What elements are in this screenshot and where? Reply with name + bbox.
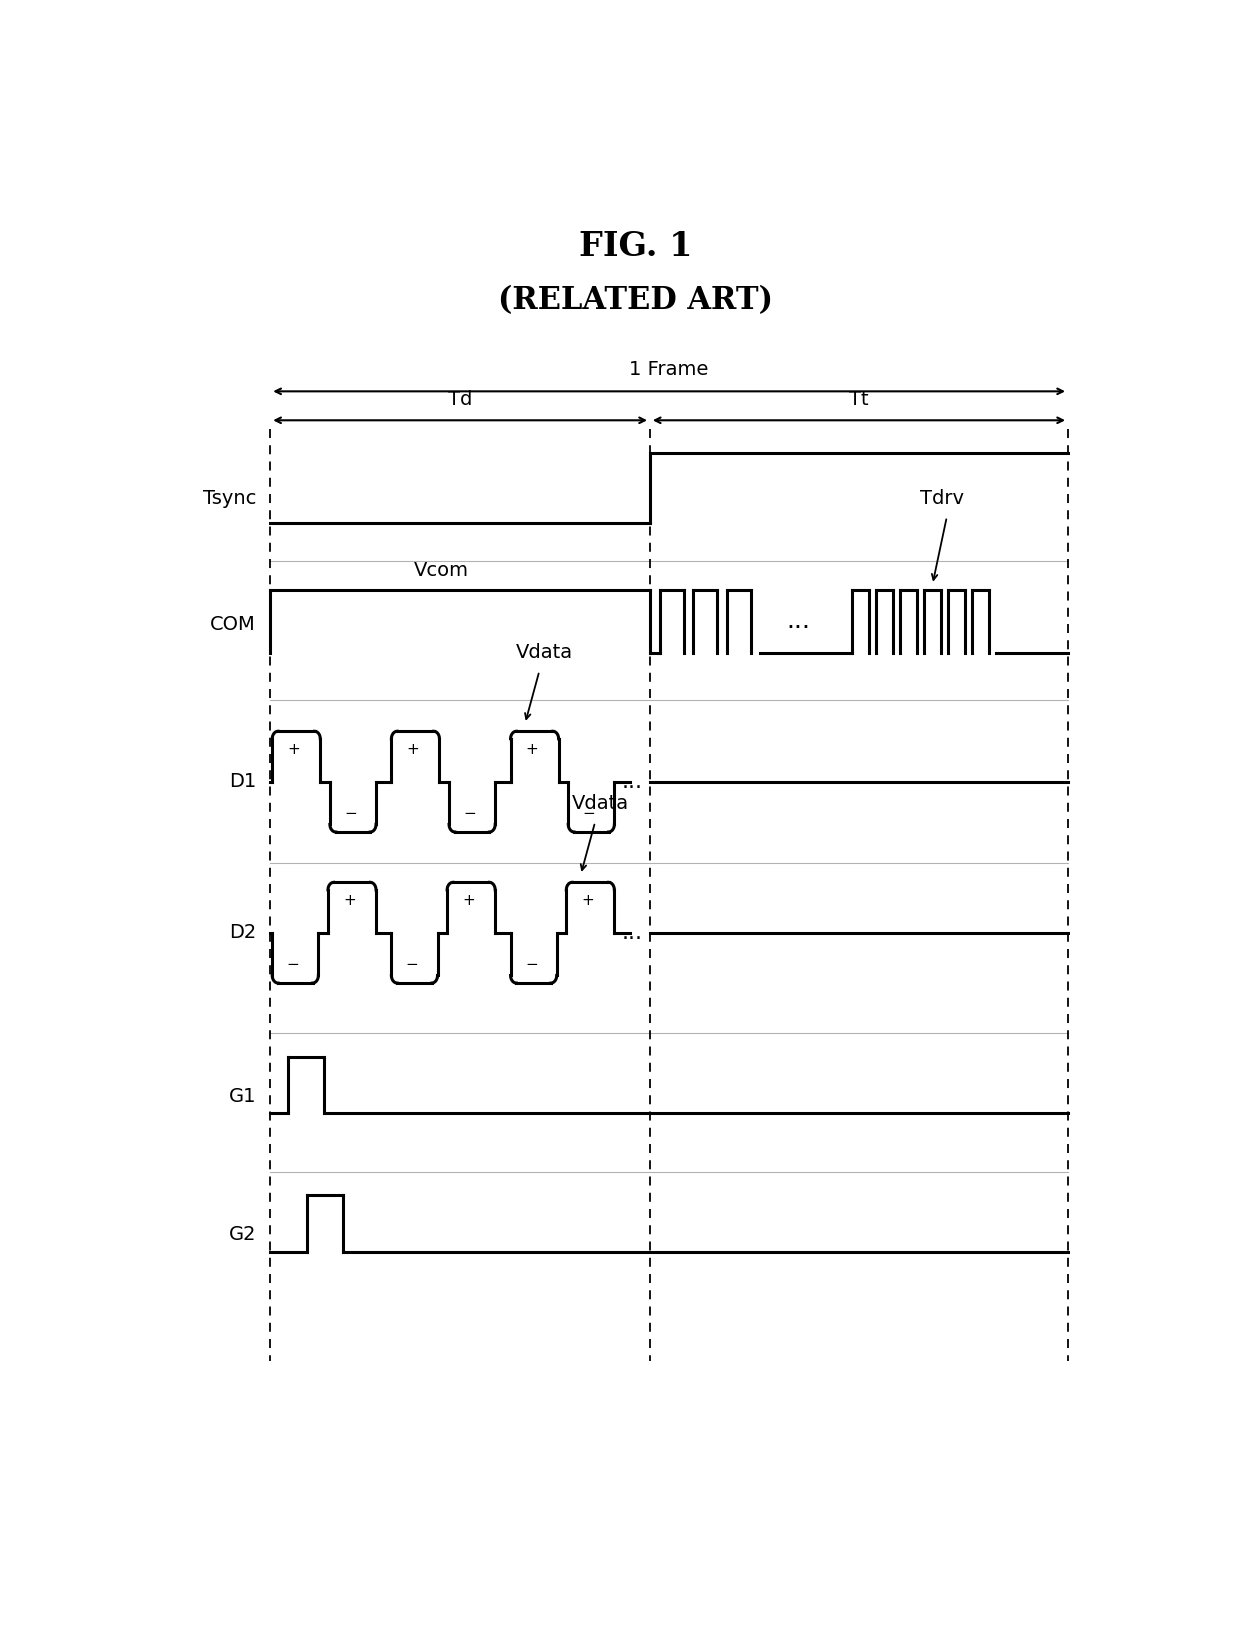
- Text: Vcom: Vcom: [413, 561, 469, 579]
- Text: +: +: [582, 893, 594, 907]
- Text: +: +: [288, 742, 300, 757]
- Text: +: +: [526, 742, 538, 757]
- Text: 1 Frame: 1 Frame: [630, 360, 709, 379]
- Text: Td: Td: [448, 391, 472, 409]
- Text: FIG. 1: FIG. 1: [579, 231, 692, 263]
- Text: −: −: [286, 958, 299, 973]
- Text: +: +: [463, 893, 475, 907]
- Text: (RELATED ART): (RELATED ART): [498, 284, 773, 316]
- Text: D1: D1: [228, 772, 255, 791]
- Text: −: −: [583, 806, 595, 821]
- Text: ...: ...: [621, 922, 642, 943]
- Text: Tsync: Tsync: [202, 489, 255, 508]
- Text: Tdrv: Tdrv: [920, 489, 963, 508]
- Text: Vdata: Vdata: [516, 643, 573, 662]
- Text: G1: G1: [228, 1087, 255, 1105]
- Text: ...: ...: [621, 772, 642, 791]
- Text: G2: G2: [228, 1225, 255, 1244]
- Text: −: −: [405, 958, 419, 973]
- Text: Tt: Tt: [849, 391, 869, 409]
- Text: +: +: [407, 742, 419, 757]
- Text: −: −: [464, 806, 476, 821]
- Text: D2: D2: [228, 924, 255, 942]
- Text: +: +: [343, 893, 356, 907]
- Text: COM: COM: [210, 615, 255, 634]
- Text: −: −: [345, 806, 357, 821]
- Text: ...: ...: [787, 610, 811, 633]
- Text: −: −: [525, 958, 538, 973]
- Text: Vdata: Vdata: [572, 795, 629, 813]
